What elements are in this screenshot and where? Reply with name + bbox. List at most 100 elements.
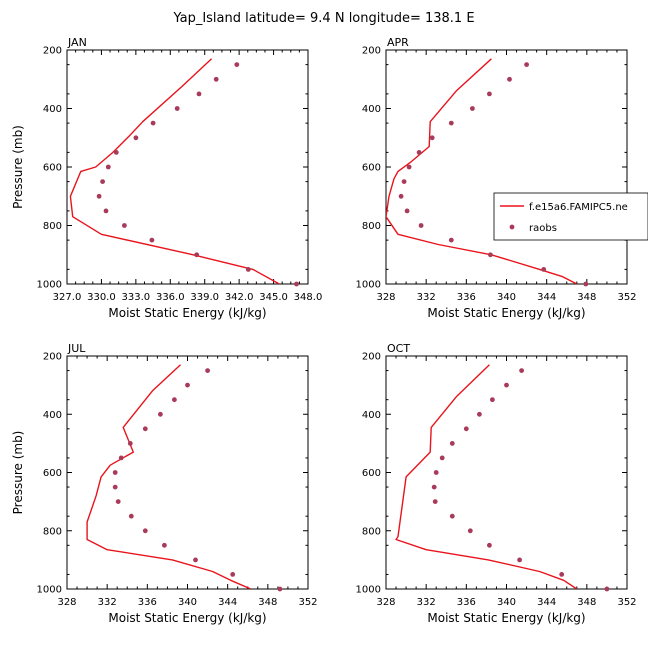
y-tick-label: 800 (362, 221, 381, 232)
plot-frame (385, 355, 628, 590)
model-series-line (69, 58, 280, 284)
y-tick-label: 400 (362, 410, 381, 421)
raobs-point (230, 572, 236, 577)
panel-label: OCT (387, 342, 410, 355)
model-series-line (386, 58, 578, 284)
panel-jul: JUL 328 332 336 340 344 348 352 200 400 600 800 1000… (11, 342, 318, 625)
x-tick-label: 340 (497, 597, 516, 608)
raobs-point (234, 62, 240, 67)
raobs-point (174, 106, 180, 111)
y-tick-label: 400 (362, 104, 381, 115)
raobs-point (416, 150, 422, 155)
raobs-point (463, 426, 469, 432)
raobs-point (122, 223, 127, 228)
raobs-point (185, 382, 190, 388)
raobs-point (142, 426, 148, 432)
y-tick-label: 1000 (356, 585, 381, 596)
raobs-point (149, 237, 155, 243)
x-tick-label: 348 (577, 292, 596, 303)
x-tick-label: 344 (537, 597, 556, 608)
y-tick-label: 200 (362, 352, 381, 363)
model-series-line (86, 364, 252, 589)
plot-frame (66, 355, 309, 590)
raobs-point (449, 513, 455, 519)
raobs-point (487, 91, 492, 97)
raobs-point (429, 135, 435, 141)
legend-raobs-label: raobs (529, 223, 557, 234)
x-tick-label: 348 (577, 597, 596, 608)
legend-box (493, 192, 648, 241)
raobs-point (150, 120, 156, 126)
raobs-point (96, 193, 102, 199)
panel-label: JUL (67, 342, 86, 355)
raobs-point (448, 237, 454, 243)
raobs-point (213, 76, 219, 82)
raobs-point (431, 484, 437, 490)
x-tick-label: 352 (617, 597, 636, 608)
raobs-point (158, 411, 163, 417)
raobs-point (448, 120, 454, 126)
x-tick-label: 328 (57, 597, 76, 608)
panel-label: JAN (67, 36, 87, 49)
x-tick-label: 348 (258, 597, 277, 608)
x-axis-label: Moist Static Energy (kJ/kg) (108, 611, 266, 625)
raobs-point (277, 586, 283, 592)
legend-model-label: f.e15a6.FAMIPC5.ne (529, 202, 628, 213)
raobs-point (193, 557, 198, 563)
x-tick-label: 332 (98, 597, 117, 608)
x-tick-label: 328 (376, 292, 395, 303)
y-tick-label: 800 (362, 526, 381, 537)
raobs-point (604, 586, 610, 592)
raobs-point (519, 368, 524, 373)
raobs-point (112, 484, 118, 490)
raobs-point (449, 441, 455, 446)
raobs-point (205, 368, 211, 373)
x-tick-label: 339.0 (190, 292, 219, 303)
raobs-point (401, 179, 407, 185)
x-axis-label: Moist Static Energy (kJ/kg) (427, 306, 585, 320)
x-axis-label: Moist Static Energy (kJ/kg) (427, 611, 585, 625)
x-axis-label: Moist Static Energy (kJ/kg) (108, 306, 266, 320)
x-tick-label: 348.0 (294, 292, 323, 303)
raobs-point (142, 528, 148, 534)
y-tick-label: 1000 (37, 585, 62, 596)
x-tick-label: 332 (417, 597, 436, 608)
y-tick-label: 400 (43, 104, 62, 115)
raobs-point (432, 499, 438, 504)
raobs-point (398, 193, 404, 199)
raobs-point (418, 223, 424, 228)
x-tick-label: 344 (537, 292, 556, 303)
y-tick-label: 200 (362, 46, 381, 57)
panels-container: JAN 327.0 330.0 333.0 336.0 339.0 342.0 345.0 34… (11, 36, 637, 625)
plot-frame (66, 49, 309, 285)
raobs-point (128, 513, 134, 519)
raobs-point (127, 441, 133, 446)
raobs-point (487, 542, 492, 548)
raobs-point (118, 455, 124, 461)
raobs-point (103, 208, 109, 214)
legend: f.e15a6.FAMIPC5.ne raobs (493, 192, 648, 241)
raobs-point (433, 470, 439, 475)
raobs-point (172, 397, 177, 403)
x-tick-label: 327.0 (53, 292, 82, 303)
x-tick-label: 340 (178, 597, 197, 608)
x-tick-label: 336 (138, 597, 157, 608)
raobs-point (115, 499, 121, 504)
y-tick-label: 600 (362, 468, 381, 479)
x-tick-label: 336.0 (156, 292, 185, 303)
x-tick-label: 328 (376, 597, 395, 608)
model-series-line (395, 364, 578, 589)
y-tick-label: 1000 (356, 280, 381, 291)
x-tick-label: 352 (617, 292, 636, 303)
raobs-point (559, 572, 565, 577)
chart-title: Yap_Island latitude= 9.4 N longitude= 13… (172, 11, 474, 26)
panel-oct: OCT 328 332 336 340 344 348 352 200 400 600 800 1000… (356, 342, 637, 625)
raobs-point (112, 470, 118, 475)
x-tick-label: 330.0 (87, 292, 116, 303)
raobs-point (467, 528, 473, 534)
panel-jan: JAN 327.0 330.0 333.0 336.0 339.0 342.0 345.0 34… (11, 36, 322, 320)
x-tick-label: 352 (298, 597, 317, 608)
x-tick-label: 342.0 (225, 292, 254, 303)
x-tick-label: 332 (417, 292, 436, 303)
